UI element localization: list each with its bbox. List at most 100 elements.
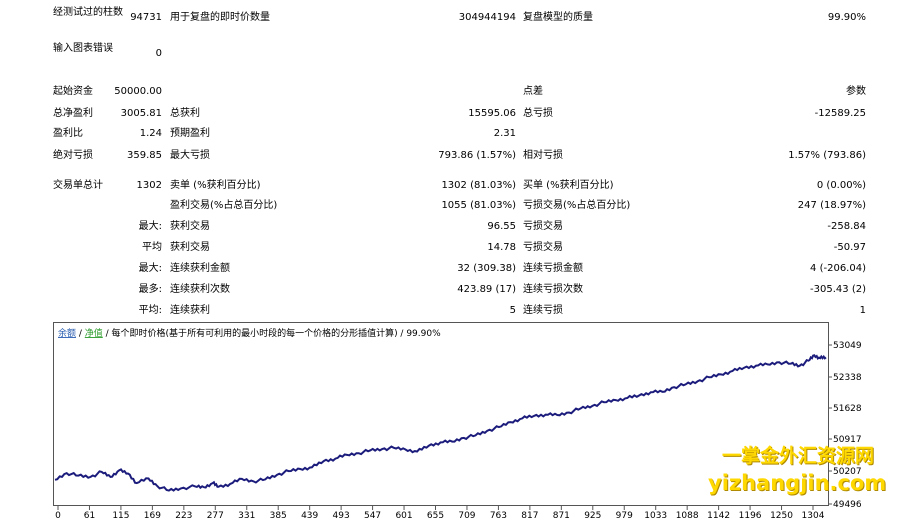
max-consec-loss-value: -305.43 (2): [810, 284, 866, 295]
gross-profit-value: 15595.06: [468, 108, 516, 119]
x-tick-label: 979: [616, 511, 633, 521]
y-tick-label: 51628: [833, 404, 862, 414]
y-axis: 53049 52338 51628 50917 50207 49496: [828, 341, 862, 510]
most-prefix: 最多:: [138, 284, 162, 295]
profit-factor-value: 1.24: [139, 128, 162, 139]
spread-value: 参数: [846, 86, 866, 97]
rel-drawdown-label: 相对亏损: [523, 150, 563, 161]
bars-tested-label: 经测试过的柱数: [53, 7, 123, 18]
abs-drawdown-value: 359.85: [127, 150, 162, 161]
x-tick-label: 115: [112, 511, 129, 521]
loss-trades-value: 247 (18.97%): [797, 200, 866, 211]
max-drawdown-value: 793.86 (1.57%): [438, 150, 516, 161]
profit-factor-label: 盈利比: [53, 128, 83, 139]
total-trades-value: 1302: [136, 180, 162, 191]
max-consec-profit-label: 连续获利次数: [170, 284, 230, 295]
x-tick-label: 925: [584, 511, 601, 521]
average-prefix: 平均: [142, 242, 162, 253]
average-profit-value: 14.78: [487, 242, 516, 253]
x-tick-label: 1033: [644, 511, 667, 521]
ticks-value: 304944194: [458, 12, 516, 23]
largest-loss-label: 亏损交易: [523, 221, 563, 232]
rel-drawdown-value: 1.57% (793.86): [788, 150, 866, 161]
y-tick-label: 49496: [833, 500, 862, 510]
largest-profit-label: 获利交易: [170, 221, 210, 232]
largest-prefix: 最大:: [138, 221, 162, 232]
watermark-title: 一掌金外汇资源网: [722, 445, 875, 467]
largest-profit-value: 96.55: [487, 221, 516, 232]
gross-loss-value: -12589.25: [814, 108, 866, 119]
max-consec-losses-value: 4 (-206.04): [810, 263, 866, 274]
total-net-profit-value: 3005.81: [120, 108, 162, 119]
ticks-label: 用于复盘的即时价数量: [170, 12, 270, 23]
long-trades-label: 买单 (%获利百分比): [523, 180, 614, 191]
x-tick-label: 871: [553, 511, 570, 521]
avg-consec-prefix: 平均:: [138, 305, 162, 316]
x-tick-label: 385: [270, 511, 287, 521]
balance-legend[interactable]: 余额: [58, 327, 76, 339]
max-consec-wins-value: 32 (309.38): [457, 263, 516, 274]
report-summary: 经测试过的柱数 94731 用于复盘的即时价数量 304944194 复盘模型的…: [53, 7, 866, 316]
average-loss-value: -50.97: [833, 242, 866, 253]
x-tick-label: 1196: [739, 511, 762, 521]
model-quality-label: 复盘模型的质量: [523, 12, 593, 23]
x-tick-label: 1250: [770, 511, 793, 521]
avg-consec-losses-label: 连续亏损: [523, 305, 563, 316]
equity-legend[interactable]: 净值: [85, 327, 103, 339]
spread-label: 点差: [523, 86, 543, 97]
y-tick-label: 52338: [833, 373, 862, 383]
x-tick-label: 493: [333, 511, 350, 521]
gross-profit-label: 总获利: [170, 108, 200, 119]
initial-deposit-value: 50000.00: [114, 86, 162, 97]
x-tick-label: 439: [301, 511, 318, 521]
short-trades-value: 1302 (81.03%): [441, 180, 516, 191]
profit-trades-value: 1055 (81.03%): [441, 200, 516, 211]
x-tick-label: 1304: [802, 511, 825, 521]
abs-drawdown-label: 绝对亏损: [53, 150, 93, 161]
x-tick-label: 223: [175, 511, 192, 521]
x-tick-label: 547: [364, 511, 381, 521]
max-consec-losses-label: 连续亏损金额: [523, 263, 583, 274]
initial-deposit-label: 起始资金: [53, 86, 93, 97]
plot-frame: [53, 322, 829, 506]
y-tick-label: 50917: [833, 435, 862, 445]
watermark-url: yizhangjin.com: [708, 471, 887, 495]
x-tick-label: 277: [207, 511, 224, 521]
expected-payoff-label: 预期盈利: [170, 128, 210, 139]
avg-consec-wins-value: 5: [509, 305, 516, 316]
bars-tested-value: 94731: [130, 12, 162, 23]
chart-header: 余额 / 净值 / 每个即时价格(基于所有可利用的最小时段的每一个价格的分形插值…: [58, 327, 441, 339]
legend-separator: /: [76, 329, 85, 339]
total-net-profit-label: 总净盈利: [53, 108, 93, 119]
mismatched-label: 输入图表错误: [53, 43, 113, 54]
x-tick-label: 817: [521, 511, 538, 521]
long-trades-value: 0 (0.00%): [816, 180, 866, 191]
x-tick-label: 1088: [676, 511, 699, 521]
x-tick-label: 1142: [707, 511, 730, 521]
x-axis: 0 61 115 169 223 277 331 385 439 493 547 601 655 709 7…: [55, 506, 825, 521]
max-consec-prefix: 最大:: [138, 263, 162, 274]
x-tick-label: 601: [395, 511, 412, 521]
x-tick-label: 0: [55, 511, 61, 521]
average-loss-label: 亏损交易: [523, 242, 563, 253]
short-trades-label: 卖单 (%获利百分比): [170, 180, 261, 191]
avg-consec-wins-label: 连续获利: [170, 305, 210, 316]
max-consec-loss-label: 连续亏损次数: [523, 284, 583, 295]
chart-description: / 每个即时价格(基于所有可利用的最小时段的每一个价格的分形插值计算) / 99…: [103, 327, 441, 339]
avg-consec-losses-value: 1: [859, 305, 866, 316]
x-tick-label: 331: [238, 511, 255, 521]
max-consec-profit-value: 423.89 (17): [457, 284, 516, 295]
largest-loss-value: -258.84: [827, 221, 866, 232]
equity-chart: 余额 / 净值 / 每个即时价格(基于所有可利用的最小时段的每一个价格的分形插值…: [53, 322, 900, 528]
y-tick-label: 50207: [833, 467, 862, 477]
balance-series-line: [54, 354, 827, 492]
total-trades-label: 交易单总计: [53, 180, 103, 191]
x-tick-label: 763: [490, 511, 507, 521]
loss-trades-label: 亏损交易(%占总百分比): [523, 200, 631, 211]
x-tick-label: 169: [144, 511, 161, 521]
model-quality-value: 99.90%: [827, 12, 866, 23]
profit-trades-label: 盈利交易(%占总百分比): [170, 200, 278, 211]
equity-chart-svg: 余额 / 净值 / 每个即时价格(基于所有可利用的最小时段的每一个价格的分形插值…: [53, 322, 862, 521]
x-tick-label: 61: [84, 511, 95, 521]
x-tick-label: 655: [427, 511, 444, 521]
